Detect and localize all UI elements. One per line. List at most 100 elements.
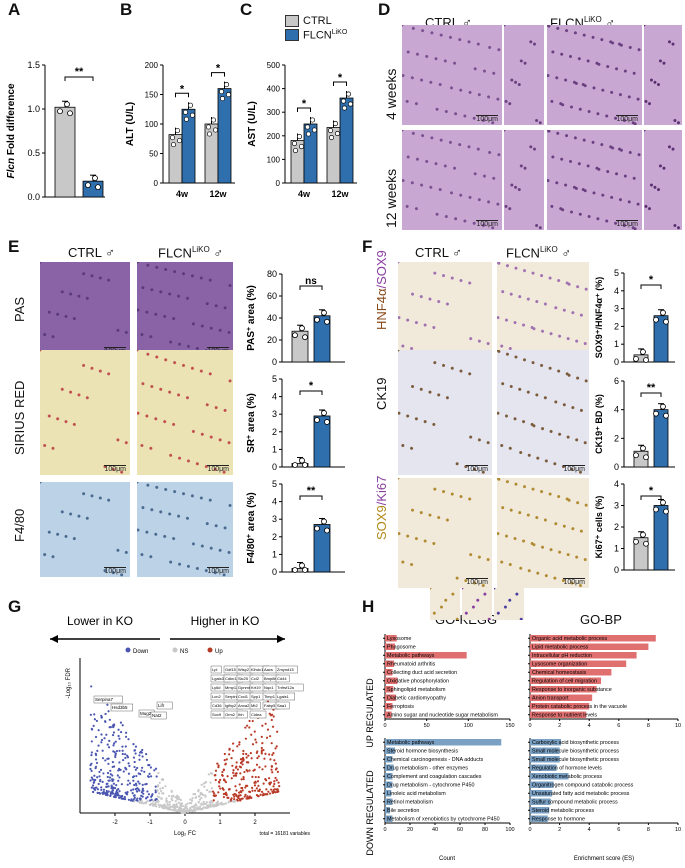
- volcano-point: [140, 769, 143, 772]
- volcano-point: [268, 792, 272, 795]
- f-header-ko: FLCNLiKO ♂: [506, 245, 572, 261]
- volcano-point: [239, 772, 242, 775]
- volcano-point: [248, 769, 251, 772]
- volcano-point: [118, 776, 121, 779]
- volcano-point: [204, 781, 207, 784]
- volcano-point: [217, 765, 220, 769]
- volcano-point: [238, 791, 241, 794]
- volcano-point: [266, 793, 269, 796]
- volcano-point: [217, 780, 221, 783]
- volcano-point: [111, 733, 115, 737]
- volcano-point: [90, 786, 93, 789]
- volcano-point: [255, 787, 258, 790]
- y-tick-label: 1: [272, 549, 277, 559]
- term-label: Small molecule biosynthetic process: [532, 757, 619, 763]
- x-tick-label: 12w: [209, 189, 227, 199]
- volcano-point: [145, 752, 148, 756]
- data-point: [206, 131, 213, 137]
- volcano-point: [259, 793, 262, 796]
- volcano-point: [211, 772, 214, 775]
- volcano-point: [251, 719, 254, 723]
- volcano-point: [168, 794, 171, 798]
- volcano-point: [155, 775, 158, 778]
- volcano-point: [92, 787, 95, 790]
- volcano-point: [126, 791, 129, 794]
- volcano-point: [274, 776, 277, 780]
- volcano-point: [141, 783, 144, 786]
- volcano-point: [138, 782, 141, 785]
- scale-bar-label: 100μm: [104, 567, 126, 575]
- gene-label: Serpinb1a: [225, 694, 244, 699]
- volcano-point: [110, 784, 113, 787]
- volcano-point: [108, 739, 111, 742]
- gene-label: Lpl: [212, 667, 217, 672]
- volcano-point: [194, 793, 197, 796]
- volcano-point: [247, 797, 250, 800]
- volcano-point: [221, 773, 224, 777]
- volcano-point: [106, 793, 109, 796]
- right-arrowhead: [277, 635, 285, 643]
- gene-label: Ly6d: [212, 685, 221, 690]
- volcano-point: [118, 737, 121, 740]
- enrichment-bar: [385, 643, 395, 650]
- volcano-point: [232, 771, 235, 774]
- legend-dot-ns: [172, 647, 178, 653]
- volcano-point: [100, 738, 104, 742]
- volcano-point: [164, 785, 167, 788]
- data-point: [643, 540, 649, 547]
- volcano-point: [242, 752, 245, 755]
- volcano-point: [124, 731, 128, 734]
- volcano-point: [271, 725, 275, 728]
- term-label: Xenobiotic metabolic process: [532, 774, 602, 780]
- data-point: [182, 109, 189, 115]
- volcano-point: [273, 780, 276, 783]
- volcano-point: [134, 788, 137, 791]
- volcano-point: [106, 775, 109, 779]
- chart-f2-ck19: 0 2 4 6 ** CK19⁺ BD (%): [594, 376, 675, 472]
- volcano-point: [146, 790, 149, 793]
- gene-label: Igfbp2: [225, 703, 237, 708]
- data-point: [663, 508, 669, 515]
- significance-bracket: [64, 76, 94, 81]
- volcano-point: [251, 789, 254, 792]
- volcano-point: [170, 808, 173, 811]
- volcano-point: [269, 714, 272, 717]
- volcano-point: [157, 800, 160, 803]
- volcano-point: [270, 742, 273, 745]
- volcano-point: [146, 775, 150, 778]
- x-tick-label: 4w: [176, 189, 189, 199]
- volcano-point: [234, 774, 238, 777]
- volcano-point: [120, 794, 123, 798]
- gene-label: Krt19: [251, 685, 261, 690]
- data-point: [334, 130, 341, 137]
- gene-label: Klhdc1: [251, 667, 264, 672]
- x-tick-label: 6: [617, 723, 620, 729]
- volcano-point: [126, 756, 130, 759]
- volcano-point: [265, 736, 269, 739]
- data-point: [183, 116, 190, 122]
- volcano-point: [232, 793, 235, 796]
- d-row-label-12w: 12 weeks: [383, 168, 399, 228]
- volcano-point: [209, 781, 212, 784]
- volcano-point: [101, 749, 104, 752]
- volcano-point: [108, 718, 111, 721]
- y-tick-label: 3: [614, 501, 619, 511]
- d-zoom-ctrl-4w: [504, 25, 544, 125]
- volcano-point: [124, 753, 127, 756]
- x-tick-label: 20: [407, 827, 413, 833]
- volcano-point: [94, 735, 98, 739]
- x-tick-label: 2: [253, 820, 257, 826]
- f-micrograph-ko-ck19: 100μm: [497, 350, 589, 475]
- volcano-point: [145, 782, 148, 786]
- legend-swatch-ctrl: [285, 15, 299, 27]
- x-tick-label: 10: [675, 827, 681, 833]
- enrichment-bar: [530, 677, 602, 684]
- volcano-point: [178, 807, 181, 810]
- volcano-point: [184, 803, 187, 806]
- y-tick-label: 1: [614, 339, 619, 349]
- x-tick-label: 8: [647, 827, 650, 833]
- term-label: Response to inorganic substance: [532, 687, 612, 693]
- volcano-point: [198, 798, 202, 801]
- x-tick-label: 150: [505, 723, 514, 729]
- term-label: Organic acid metabolic process: [532, 636, 608, 642]
